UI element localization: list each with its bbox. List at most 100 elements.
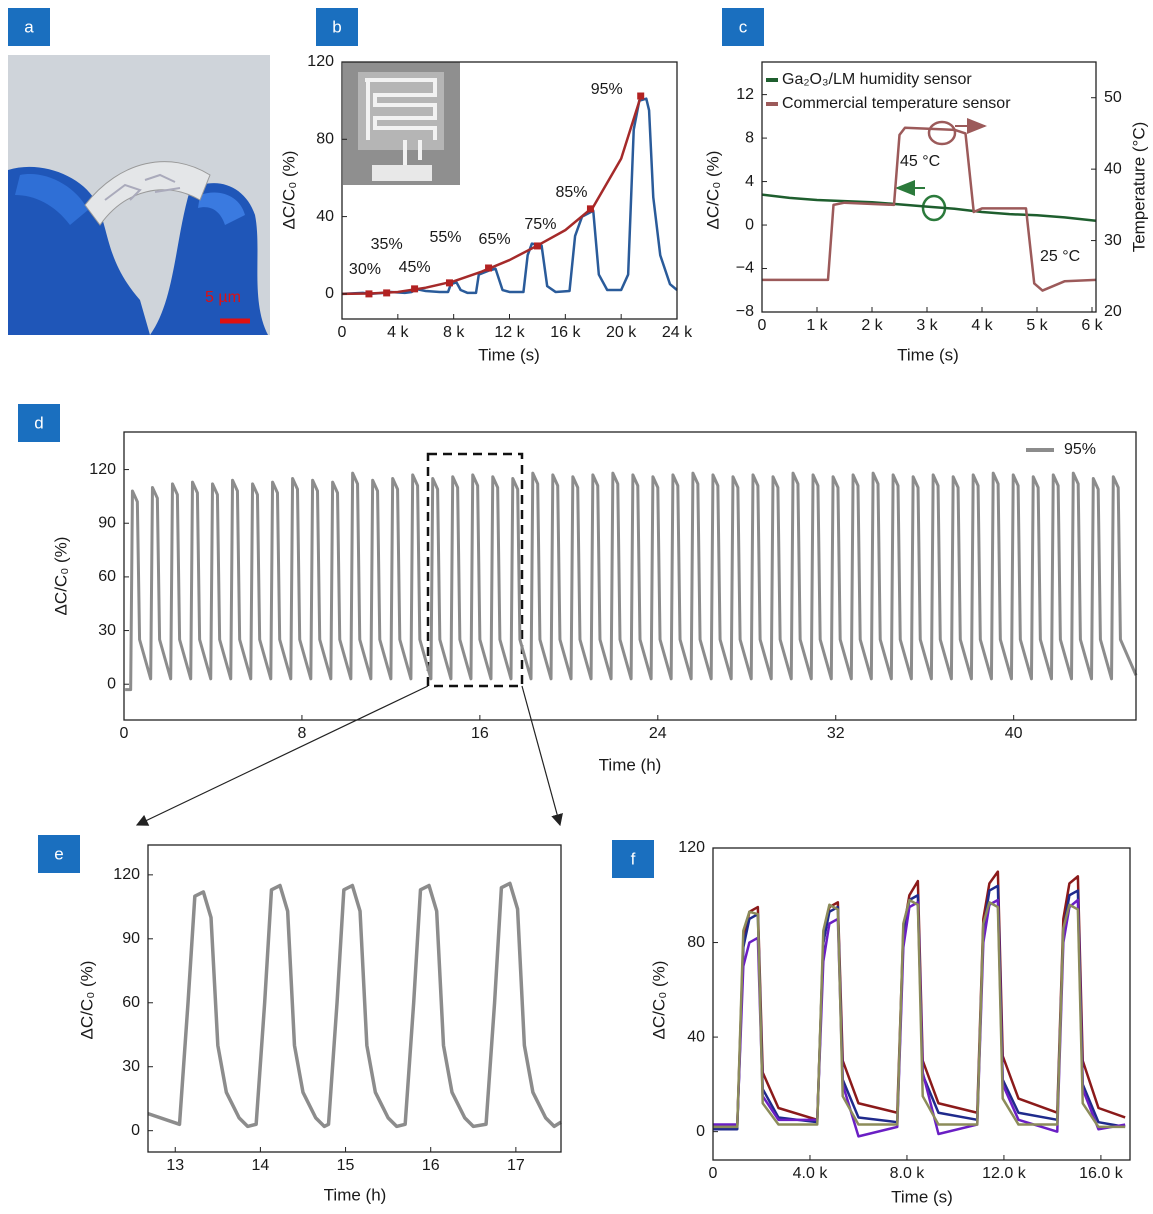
x-axis-title: Time (h) [324,1185,387,1204]
x-tick-label: 12 k [494,324,525,341]
x-tick-label: 15 [337,1157,355,1174]
x-tick-label: 13 [166,1157,184,1174]
x-axis-title: Time (s) [897,345,959,364]
x-tick-label: 4 k [971,317,993,334]
x-tick-label: 8.0 k [890,1165,926,1182]
x-axis-title: Time (s) [478,345,540,364]
x-tick-label: 5 k [1026,317,1048,334]
panel-label: d [34,413,43,432]
y-tick-label: 0 [696,1123,705,1140]
panel-label-box [38,835,80,873]
y-tick-label: 30 [98,622,116,639]
point-annotation: 55% [429,229,461,246]
data-marker [533,242,541,250]
y2-tick-label: 50 [1104,89,1122,106]
annotation: 45 °C [900,153,940,170]
point-annotation: 95% [591,81,623,98]
y-tick-label: −4 [736,260,754,277]
y-tick-label: −8 [736,303,754,320]
y-axis-title: ΔC/C₀ (%) [649,961,668,1040]
plot-frame [123,431,1137,721]
y-tick-label: 8 [745,129,754,146]
y-tick-label: 0 [107,675,116,692]
panel-label: f [631,849,636,868]
data-line [762,126,1096,292]
panel-label-box [18,404,60,442]
point-annotation: 85% [555,184,587,201]
x-axis-title: Time (h) [599,755,662,774]
x-tick-label: 32 [827,725,845,742]
x-tick-label: 0 [120,725,129,742]
y-tick-label: 120 [678,839,705,856]
y-tick-label: 120 [89,461,116,478]
data-line [761,193,1096,222]
y-tick-label: 40 [687,1028,705,1045]
y2-tick-label: 20 [1104,303,1122,320]
legend-label: Commercial temperature sensor [782,95,1011,112]
panel-label: c [739,17,748,36]
y2-tick-label: 40 [1104,160,1122,177]
x-tick-label: 6 k [1081,317,1103,334]
y-tick-label: 0 [745,216,754,233]
y-tick-label: 120 [113,866,140,883]
x-tick-label: 8 [297,725,306,742]
y-tick-label: 4 [745,173,754,190]
y-tick-label: 80 [316,131,334,148]
panel-label-box [612,840,654,878]
data-line [125,471,1138,692]
x-tick-label: 1 k [806,317,828,334]
y-axis-title: ΔC/C₀ (%) [279,151,298,230]
y-tick-label: 120 [307,53,334,70]
y-tick-label: 80 [687,934,705,951]
data-marker [365,290,373,298]
y-tick-label: 30 [122,1058,140,1075]
inset-image [343,62,460,185]
y-tick-label: 0 [131,1122,140,1139]
annotation: 25 °C [1040,248,1080,265]
x-tick-label: 20 k [606,324,637,341]
panel-label-box [316,8,358,46]
x-tick-label: 0 [338,324,347,341]
legend-label: 95% [1064,441,1096,458]
y-tick-label: 12 [736,86,754,103]
x-tick-label: 12.0 k [982,1165,1027,1182]
y-tick-label: 90 [98,514,116,531]
x-tick-label: 17 [507,1157,525,1174]
x-tick-label: 24 [649,725,667,742]
panel-label: e [54,844,63,863]
data-marker [485,264,493,272]
x-tick-label: 16 k [550,324,581,341]
panel-label-box [722,8,764,46]
point-annotation: 65% [479,231,511,248]
x-tick-label: 0 [758,317,767,334]
data-marker [637,92,645,100]
y-axis-title: ΔC/C₀ (%) [703,151,722,230]
data-marker [445,279,453,287]
point-annotation: 35% [371,236,403,253]
point-annotation: 30% [349,261,381,278]
y-tick-label: 40 [316,208,334,225]
scale-bar-label: 5 µm [205,289,241,306]
y-axis-title: ΔC/C₀ (%) [51,537,70,616]
panel-label: a [24,17,34,36]
x-axis-title: Time (s) [891,1187,953,1206]
data-line [147,881,562,1129]
x-tick-label: 24 k [662,324,693,341]
panel-label: b [332,17,341,36]
panel-label-box [8,8,50,46]
x-tick-label: 4.0 k [793,1165,829,1182]
data-marker [411,285,419,293]
y2-axis-title: Temperature (°C) [1129,122,1148,253]
data-marker [383,289,391,297]
x-tick-label: 16.0 k [1079,1165,1124,1182]
zoom-indicator [135,452,563,827]
y-tick-label: 0 [325,285,334,302]
data-marker [586,205,594,213]
x-tick-label: 16 [422,1157,440,1174]
legend-label: Ga₂O₃/LM humidity sensor [782,71,972,88]
photo [8,55,270,335]
x-tick-label: 3 k [916,317,938,334]
x-tick-label: 8 k [443,324,465,341]
y-tick-label: 60 [122,994,140,1011]
